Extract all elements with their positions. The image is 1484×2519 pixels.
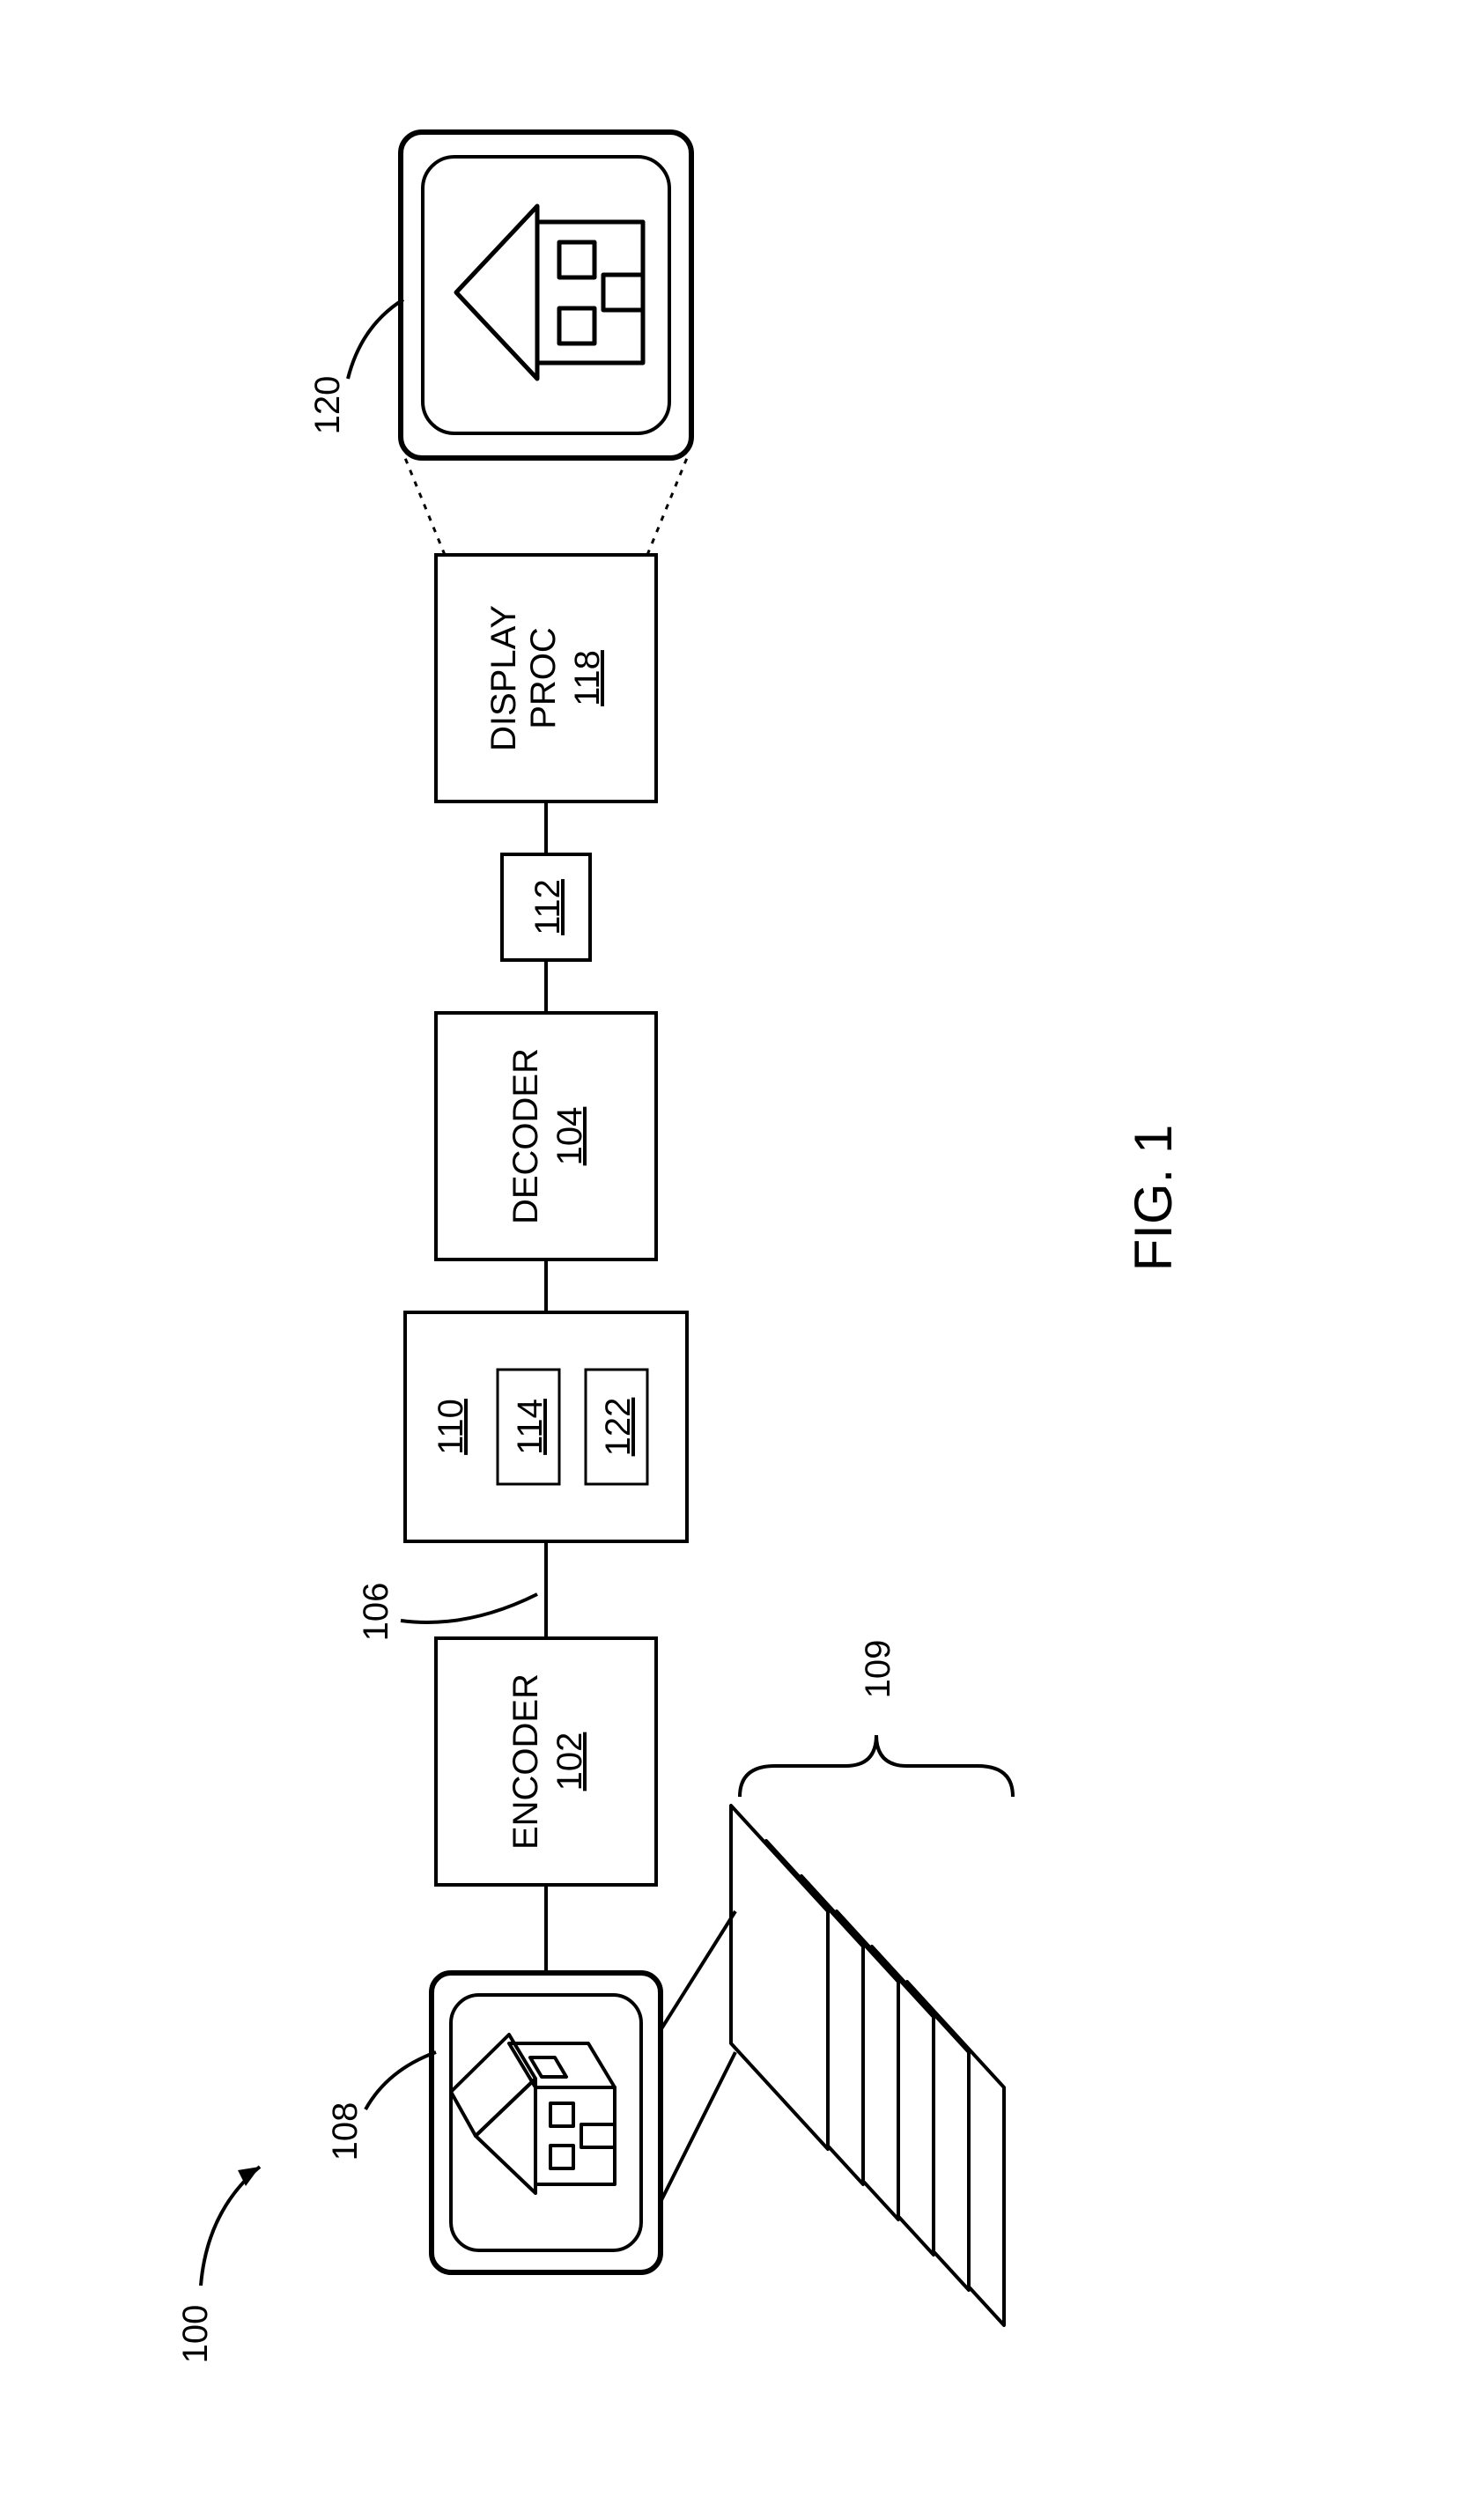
displayproc-label2: PROC (524, 627, 563, 729)
output-image-leader (348, 299, 403, 379)
proj-line-top (405, 458, 445, 555)
output-image-icon (401, 132, 691, 458)
decoder-ref: 104 (550, 1107, 589, 1166)
encoder-ref: 102 (550, 1732, 589, 1791)
proj-line-bot (647, 458, 687, 555)
encoder-label: ENCODER (506, 1673, 545, 1850)
input-image-leader (365, 2052, 436, 2109)
figure-1-diagram: 100 (0, 0, 1484, 2519)
encoder-output-leader (401, 1594, 537, 1622)
figure-caption: FIG. 1 (1124, 1125, 1183, 1272)
input-image-ref: 108 (326, 2102, 365, 2161)
stack-line-2 (661, 1911, 735, 2030)
output-image-ref: 120 (308, 376, 347, 435)
displayproc-label1: DISPLAY (484, 605, 523, 751)
layer-stack-icon (731, 1806, 1004, 2325)
system-ref-label: 100 (176, 2305, 215, 2364)
displayproc-ref: 118 (568, 650, 607, 706)
post-decoder-ref: 112 (528, 879, 567, 935)
stack-line-1 (661, 2052, 735, 2202)
layers-brace (740, 1735, 1013, 1797)
decoder-label: DECODER (506, 1048, 545, 1224)
encoder-block (436, 1638, 656, 1885)
channel-ref: 110 (432, 1399, 470, 1455)
input-image-icon (432, 1973, 661, 2272)
channel-sub2-ref: 122 (599, 1398, 638, 1457)
decoder-block (436, 1013, 656, 1260)
channel-sub1-ref: 114 (511, 1399, 550, 1455)
encoder-output-ref: 106 (357, 1583, 395, 1642)
system-ref-arrow (201, 2167, 260, 2286)
layers-ref: 109 (859, 1640, 897, 1699)
